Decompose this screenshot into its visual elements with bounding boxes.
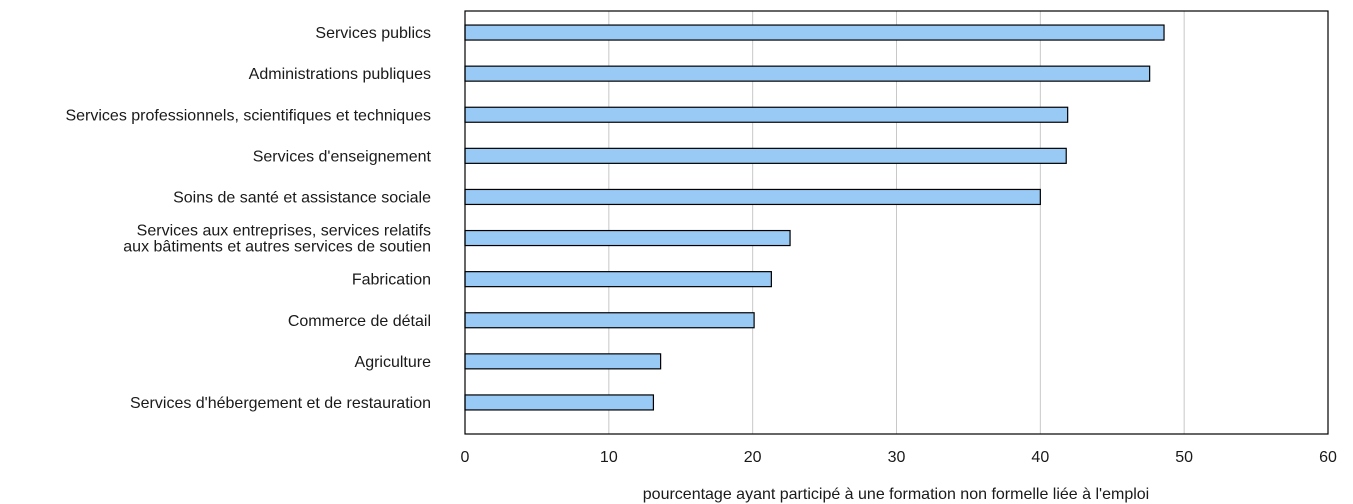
category-label: Services d'enseignement [253, 148, 432, 165]
category-labels: Services publics Administrations publique… [65, 25, 431, 412]
bar [464, 229, 791, 247]
category-label: Soins de santé et assistance sociale [173, 189, 431, 206]
bar [464, 147, 1067, 164]
category-label: Administrations publiques [249, 66, 431, 83]
category-label: Agriculture [355, 354, 432, 371]
bar [464, 394, 655, 411]
bars [464, 24, 1165, 411]
category-label: Services professionnels, scientifiques e… [65, 107, 431, 124]
bar [464, 312, 755, 329]
plot-frame [464, 10, 1329, 435]
bar [464, 106, 1069, 123]
x-tick-label: 10 [600, 449, 618, 466]
x-tick-label: 50 [1175, 449, 1193, 466]
category-label: Fabrication [352, 272, 431, 289]
category-label: Services publics [315, 25, 431, 42]
bar [464, 65, 1151, 82]
x-tick-label: 60 [1319, 449, 1337, 466]
x-tick-label: 30 [888, 449, 906, 466]
category-label: Services d'hébergement et de restauratio… [130, 395, 431, 412]
x-tick-label: 0 [461, 449, 470, 466]
x-axis-title: pourcentage ayant participé à une format… [643, 486, 1149, 503]
x-tick-label: 20 [744, 449, 762, 466]
bar [464, 188, 1041, 206]
category-label: Services aux entreprises, services relat… [123, 223, 431, 256]
category-label: Commerce de détail [288, 313, 431, 330]
bar [464, 24, 1165, 41]
x-tick-labels: 0 10 20 30 40 50 60 [461, 449, 1337, 466]
bar [464, 353, 662, 370]
x-tick-label: 40 [1031, 449, 1049, 466]
bar [464, 271, 772, 288]
